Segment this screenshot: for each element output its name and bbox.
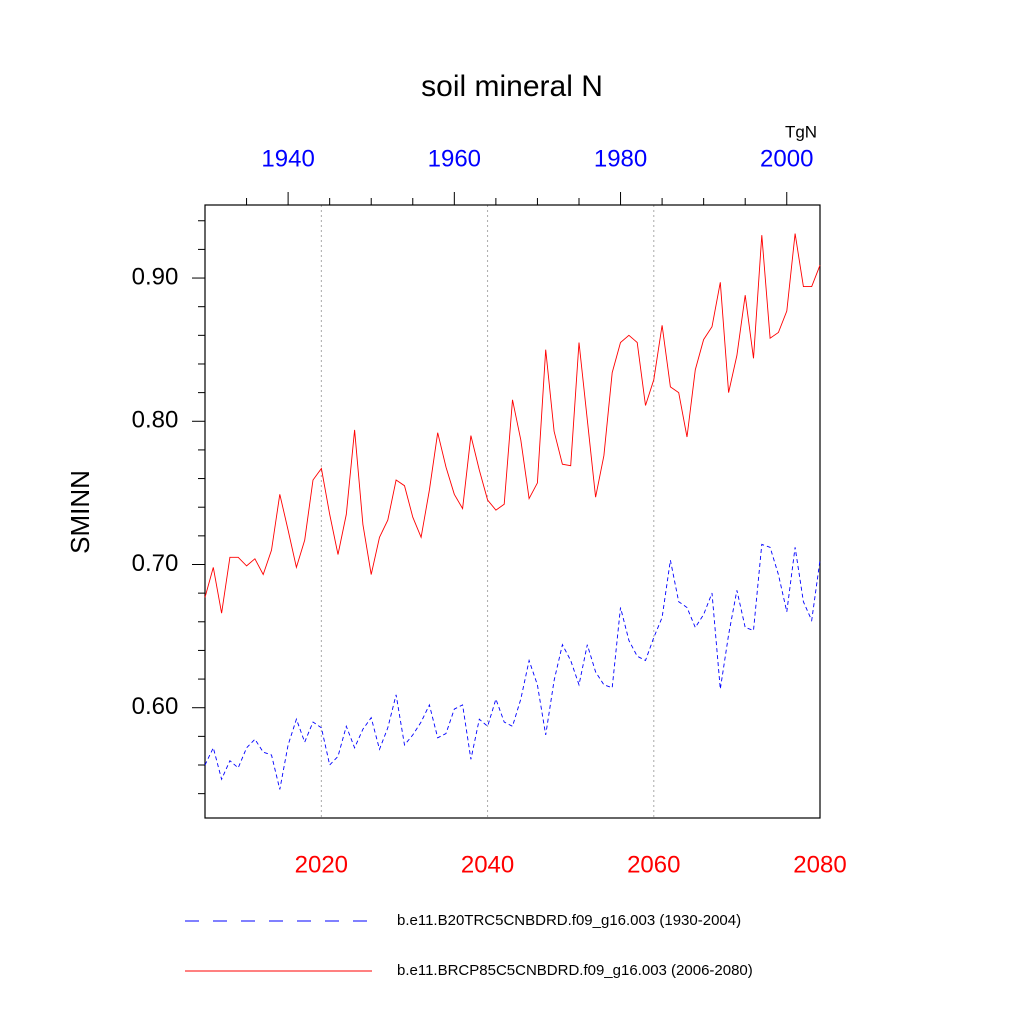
data-line xyxy=(204,543,821,790)
y-tick-label: 0.60 xyxy=(132,693,179,720)
x-tick-label: 2040 xyxy=(461,851,514,878)
y-tick-label: 0.80 xyxy=(132,407,179,434)
chart-title: soil mineral N xyxy=(421,70,603,103)
x2-tick-label: 1980 xyxy=(594,145,647,172)
x2-tick-label: 2000 xyxy=(760,145,813,172)
x-tick-label: 2080 xyxy=(793,851,846,878)
y-tick-label: 0.90 xyxy=(132,263,179,290)
units-label: TgN xyxy=(785,122,817,141)
x2-tick-label: 1940 xyxy=(261,145,314,172)
legend-label: b.e11.BRCP85C5CNBDRD.f09_g16.003 (2006-2… xyxy=(397,962,753,979)
legend-label: b.e11.B20TRC5CNBDRD.f09_g16.003 (1930-20… xyxy=(397,912,741,929)
x-tick-label: 2020 xyxy=(295,851,348,878)
y-tick-label: 0.70 xyxy=(132,550,179,577)
x-tick-label: 2060 xyxy=(627,851,680,878)
y-axis-label: SMINN xyxy=(65,470,95,554)
x2-tick-label: 1960 xyxy=(428,145,481,172)
plot-frame xyxy=(204,204,821,819)
data-line xyxy=(204,233,821,614)
